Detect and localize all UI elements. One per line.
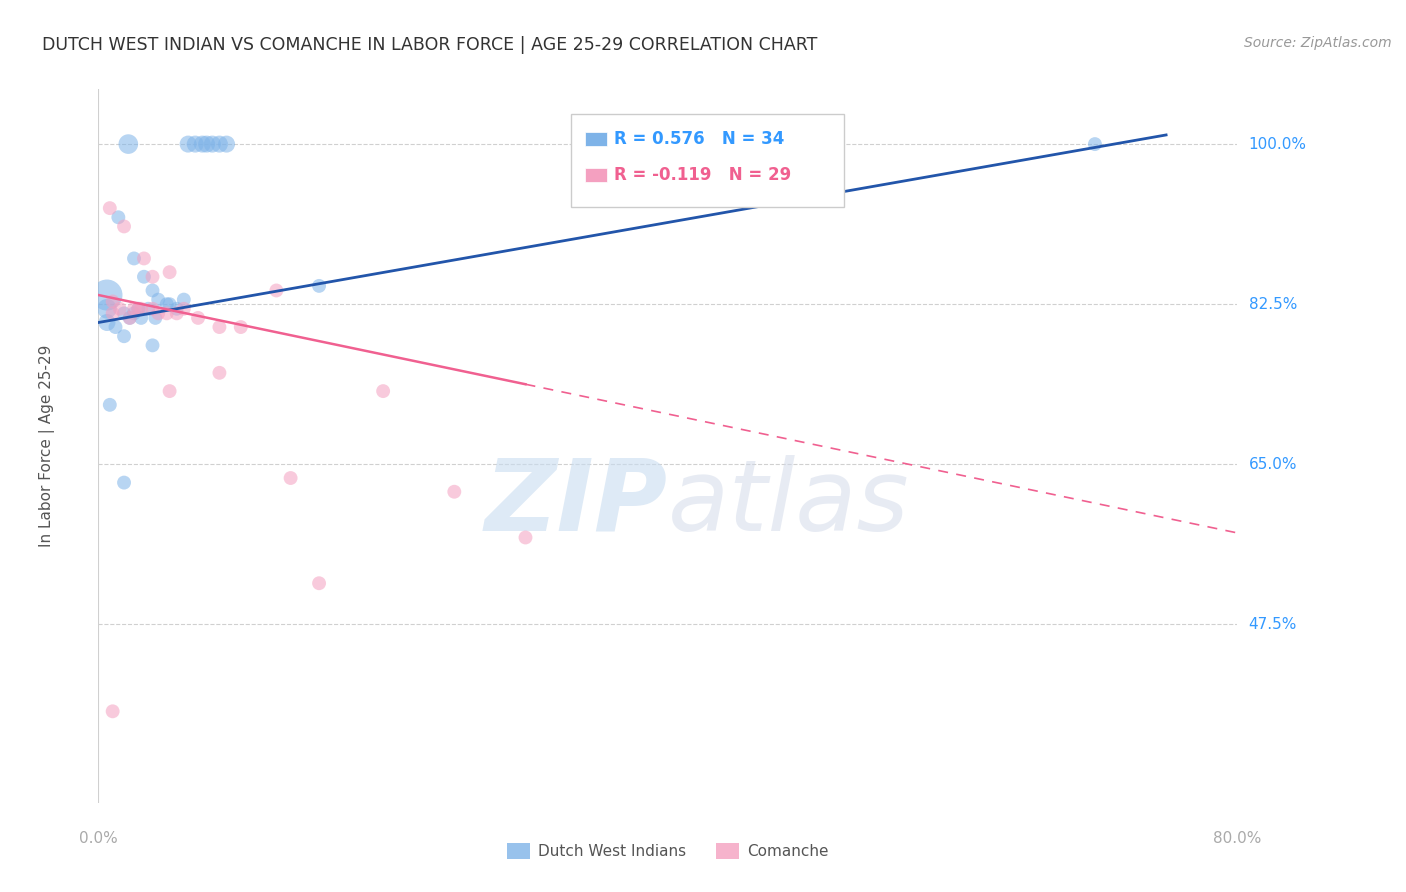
Text: 80.0%: 80.0% (1213, 831, 1261, 847)
Text: Source: ZipAtlas.com: Source: ZipAtlas.com (1244, 36, 1392, 50)
Point (112, 219, 135, 234)
Point (515, 531, 537, 545)
Point (118, 310, 141, 325)
Point (266, 284, 288, 298)
Point (156, 306, 179, 320)
Point (122, 301, 145, 316)
Point (107, 211, 129, 225)
Point (132, 269, 155, 284)
Point (132, 252, 155, 266)
Point (191, 137, 214, 152)
Point (166, 306, 188, 320)
Point (112, 306, 135, 320)
Point (122, 306, 145, 320)
Point (1084, 137, 1107, 152)
FancyBboxPatch shape (571, 114, 845, 207)
Point (173, 293, 195, 307)
Point (104, 320, 127, 334)
Bar (585, 168, 607, 182)
Point (122, 252, 145, 266)
Point (118, 310, 141, 325)
Text: DUTCH WEST INDIAN VS COMANCHE IN LABOR FORCE | AGE 25-29 CORRELATION CHART: DUTCH WEST INDIAN VS COMANCHE IN LABOR F… (42, 36, 817, 54)
Point (215, 137, 238, 152)
Point (127, 301, 149, 316)
Point (141, 269, 163, 284)
Point (112, 329, 135, 343)
Point (117, 137, 139, 152)
Point (148, 306, 170, 320)
Point (166, 301, 188, 316)
Text: 47.5%: 47.5% (1249, 617, 1298, 632)
Point (108, 301, 131, 316)
Text: R = -0.119   N = 29: R = -0.119 N = 29 (614, 166, 792, 184)
Point (187, 310, 209, 325)
Point (129, 310, 152, 325)
Point (141, 301, 163, 316)
Point (208, 366, 231, 380)
Point (148, 293, 170, 307)
Point (443, 484, 465, 499)
Point (141, 338, 163, 352)
Point (101, 306, 124, 320)
Point (173, 301, 195, 316)
Point (96, 301, 118, 316)
Point (127, 301, 149, 316)
Point (177, 137, 200, 152)
Text: 0.0%: 0.0% (79, 831, 118, 847)
Point (184, 137, 207, 152)
Point (308, 576, 330, 591)
Point (96, 316, 118, 330)
Point (159, 384, 181, 398)
Point (195, 137, 218, 152)
Point (159, 297, 181, 311)
Point (145, 310, 167, 325)
Point (229, 320, 252, 334)
Point (112, 475, 135, 490)
Point (136, 301, 159, 316)
Legend: Dutch West Indians, Comanche: Dutch West Indians, Comanche (499, 835, 837, 866)
Point (101, 704, 124, 718)
Point (141, 284, 163, 298)
Point (373, 384, 395, 398)
Text: R = 0.576   N = 34: R = 0.576 N = 34 (614, 130, 785, 148)
Text: 100.0%: 100.0% (1249, 136, 1306, 152)
Point (308, 279, 330, 293)
Text: ZIP: ZIP (485, 455, 668, 551)
Point (208, 320, 231, 334)
Point (129, 301, 152, 316)
Text: 82.5%: 82.5% (1249, 297, 1298, 311)
Bar (585, 132, 607, 146)
Text: 65.0%: 65.0% (1249, 457, 1298, 472)
Point (156, 297, 179, 311)
Point (201, 137, 224, 152)
Point (96, 288, 118, 302)
Point (280, 471, 302, 485)
Point (98, 201, 121, 215)
Point (159, 265, 181, 279)
Point (101, 294, 124, 309)
Text: In Labor Force | Age 25-29: In Labor Force | Age 25-29 (39, 345, 55, 547)
Point (208, 137, 231, 152)
Text: atlas: atlas (668, 455, 910, 551)
Point (98, 398, 121, 412)
